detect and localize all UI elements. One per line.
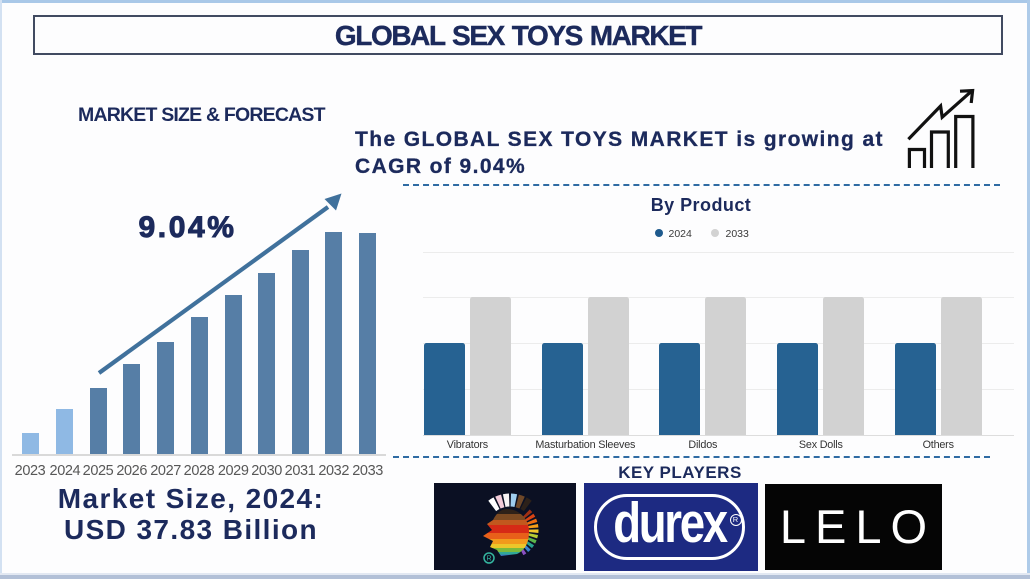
svg-text:R: R (486, 556, 491, 563)
